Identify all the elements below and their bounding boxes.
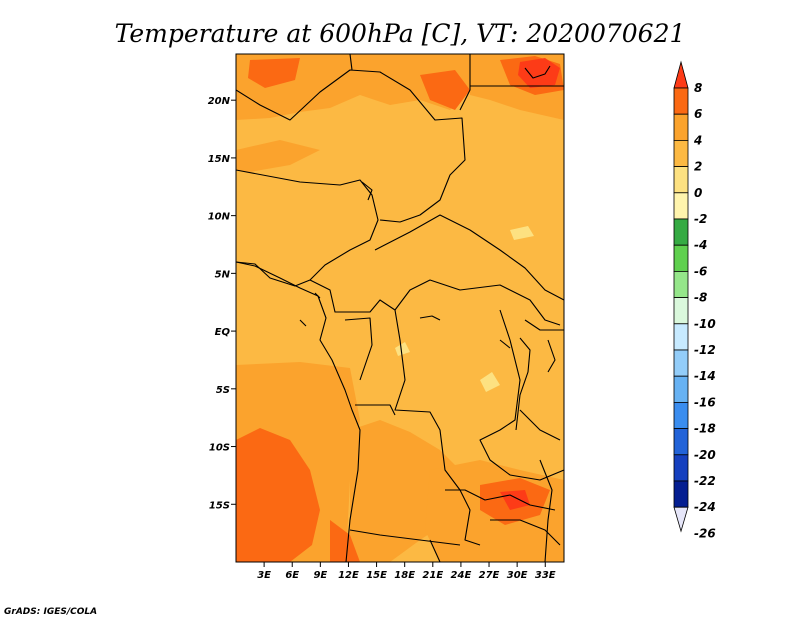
lat-tick-label: 20N: [208, 96, 231, 107]
colorbar-swatch: [673, 428, 689, 456]
lon-tick-label: 9E: [313, 570, 327, 581]
colorbar-swatch: [673, 139, 689, 167]
colorbar-swatch: [673, 480, 689, 508]
colorbar-label: -8: [694, 291, 707, 305]
lat-tick-label: 15N: [208, 154, 231, 165]
colorbar-label: -6: [694, 264, 707, 278]
credit-text: GrADS: IGES/COLA: [4, 607, 97, 617]
colorbar-swatch: [673, 166, 689, 194]
colorbar-label: -26: [694, 526, 716, 540]
lon-tick-label: 3E: [257, 570, 271, 581]
colorbar-swatch: [673, 218, 689, 246]
colorbar-swatch: [673, 297, 689, 325]
colorbar-label: -20: [694, 448, 716, 462]
temperature-region-0to2: [395, 226, 534, 392]
lon-tick-label: 30E: [507, 570, 528, 581]
lat-tick-label: 5N: [215, 269, 231, 280]
colorbar-label: 0: [694, 186, 702, 200]
lon-tick-label: 24E: [451, 570, 472, 581]
lon-tick-label: 6E: [285, 570, 299, 581]
colorbar-swatch: [673, 113, 689, 141]
colorbar-swatch: [673, 192, 689, 220]
colorbar-swatch: [673, 375, 689, 403]
latitude-axis: 20N 15N 10N 5N EQ 5S 10S 15S: [208, 96, 236, 511]
map-panel: [236, 54, 564, 562]
colorbar-top-arrow: [673, 60, 689, 89]
colorbar-label: 2: [694, 160, 702, 174]
lon-tick-label: 21E: [422, 570, 443, 581]
lat-tick-label: 15S: [209, 500, 230, 511]
colorbar-swatch: [673, 244, 689, 272]
lat-tick-label: 5S: [216, 385, 230, 396]
colorbar-label: 6: [694, 107, 702, 121]
lat-tick-label: 10S: [209, 443, 230, 454]
colorbar: 8 6 4 2 0 -2 -4 -6 -8 -10 -12 -14 -16 -18 -20 -22 -24 -26: [673, 60, 716, 540]
colorbar-label: -22: [694, 474, 716, 488]
colorbar-swatch: [673, 270, 689, 298]
colorbar-swatch: [673, 401, 689, 429]
country-borders: [236, 54, 564, 562]
colorbar-label: 4: [693, 133, 702, 147]
colorbar-label: 8: [694, 81, 702, 95]
map-frame: [235, 53, 565, 563]
lon-tick-label: 18E: [394, 570, 415, 581]
colorbar-swatch: [673, 454, 689, 482]
lon-tick-label: 27E: [479, 570, 500, 581]
colorbar-label: -18: [694, 422, 716, 436]
figure-title: Temperature at 600hPa [C], VT: 202007062…: [115, 19, 686, 48]
colorbar-bottom-arrow: [673, 506, 689, 533]
colorbar-label: -10: [694, 317, 716, 331]
colorbar-label: -14: [694, 369, 716, 383]
colorbar-swatch: [673, 349, 689, 377]
colorbar-swatch: [673, 323, 689, 351]
longitude-axis: 3E 6E 9E 12E 15E 18E 21E 24E 27E 30E 33E: [257, 562, 556, 581]
colorbar-label: -16: [694, 395, 716, 409]
colorbar-label: -12: [694, 343, 716, 357]
colorbar-label: -24: [694, 500, 716, 514]
colorbar-swatch: [673, 87, 689, 115]
colorbar-label: -2: [694, 212, 707, 226]
lat-tick-label: 10N: [208, 212, 231, 223]
lat-tick-label: EQ: [215, 327, 231, 338]
lon-tick-label: 33E: [535, 570, 556, 581]
colorbar-label: -4: [694, 238, 707, 252]
lon-tick-label: 12E: [338, 570, 359, 581]
lon-tick-label: 15E: [366, 570, 387, 581]
